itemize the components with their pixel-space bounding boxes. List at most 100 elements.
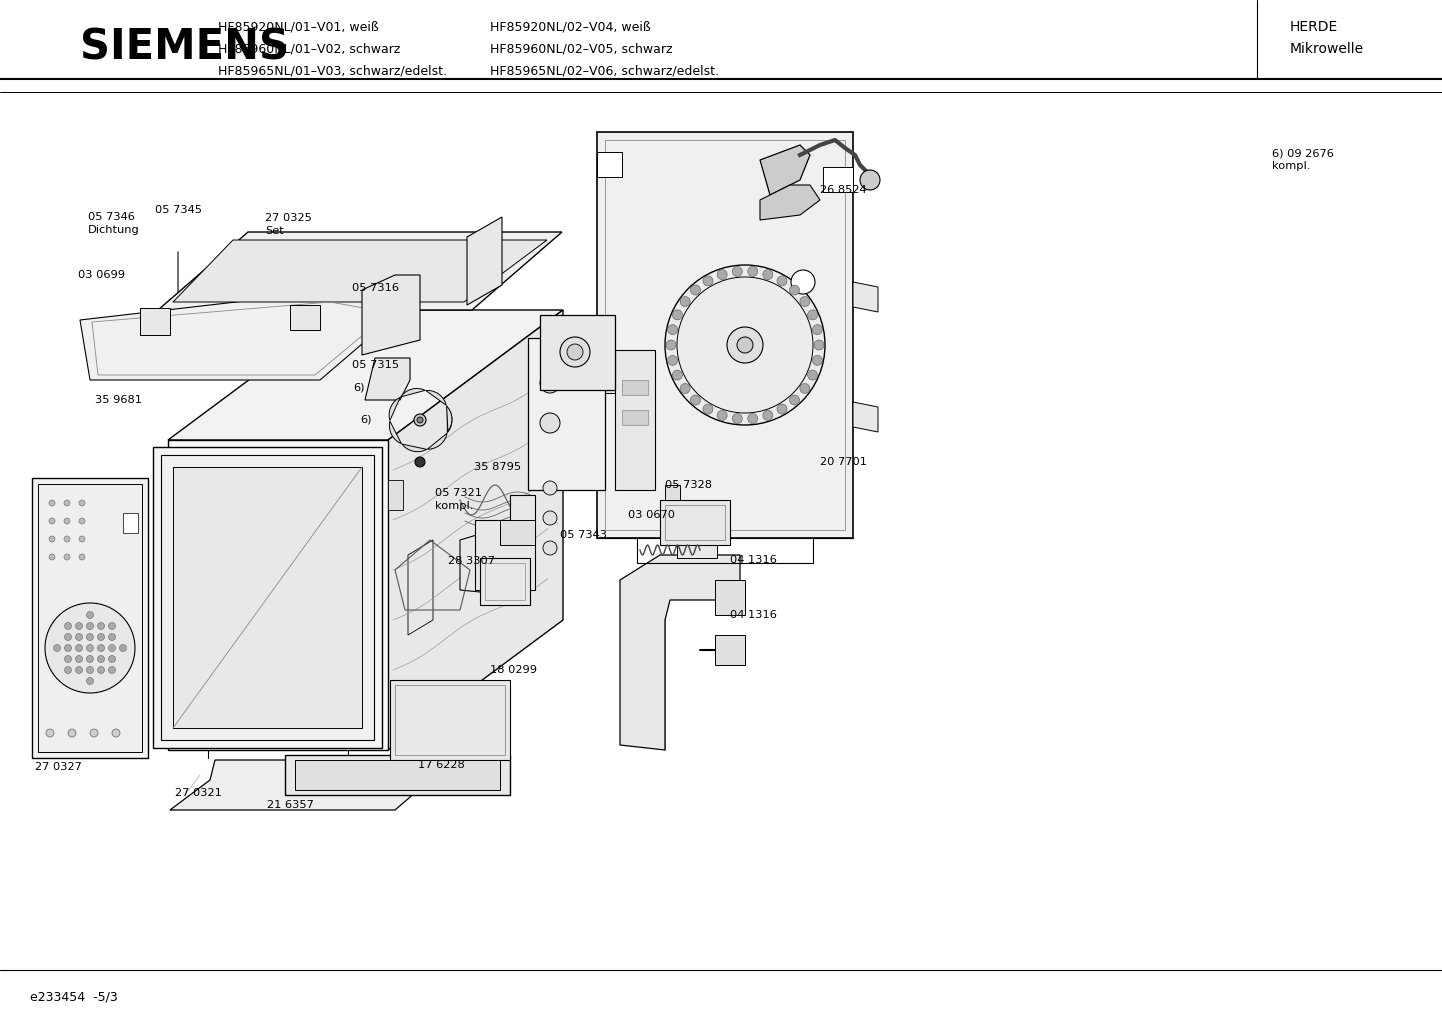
Polygon shape xyxy=(153,447,382,748)
Text: e233454  -5/3: e233454 -5/3 xyxy=(30,990,118,1003)
Circle shape xyxy=(544,511,557,525)
Text: 05 7315: 05 7315 xyxy=(352,360,399,370)
Circle shape xyxy=(65,666,72,674)
Polygon shape xyxy=(622,410,647,425)
Circle shape xyxy=(63,500,71,506)
Text: 27 0321: 27 0321 xyxy=(174,788,222,798)
Text: 21 6357: 21 6357 xyxy=(267,800,314,810)
Polygon shape xyxy=(173,240,547,302)
Circle shape xyxy=(748,414,757,424)
Circle shape xyxy=(309,623,313,628)
Circle shape xyxy=(87,611,94,619)
Circle shape xyxy=(668,325,678,334)
Polygon shape xyxy=(474,495,535,590)
Circle shape xyxy=(324,623,330,628)
Circle shape xyxy=(812,356,822,366)
Polygon shape xyxy=(622,380,647,395)
Text: 6): 6) xyxy=(353,382,365,392)
Circle shape xyxy=(324,631,330,636)
Text: 20 7701: 20 7701 xyxy=(820,457,867,467)
Polygon shape xyxy=(173,467,362,728)
Circle shape xyxy=(75,644,82,651)
Text: 05 7345: 05 7345 xyxy=(154,205,202,215)
Circle shape xyxy=(808,370,818,380)
Circle shape xyxy=(324,639,330,644)
Circle shape xyxy=(763,270,773,279)
Circle shape xyxy=(68,729,76,737)
Circle shape xyxy=(808,310,818,320)
Circle shape xyxy=(859,170,880,190)
Circle shape xyxy=(75,623,82,630)
Circle shape xyxy=(98,644,104,651)
Polygon shape xyxy=(620,555,740,750)
Circle shape xyxy=(75,666,82,674)
Text: 05 7328: 05 7328 xyxy=(665,480,712,490)
Text: 35 8795: 35 8795 xyxy=(474,462,521,472)
Circle shape xyxy=(300,646,306,651)
Polygon shape xyxy=(140,308,170,335)
Circle shape xyxy=(417,417,423,423)
Polygon shape xyxy=(539,315,614,390)
Circle shape xyxy=(108,623,115,630)
Circle shape xyxy=(316,639,322,644)
Text: HF85920NL/02–V04, weiß: HF85920NL/02–V04, weiß xyxy=(490,20,650,33)
Polygon shape xyxy=(389,397,401,421)
Circle shape xyxy=(812,325,822,334)
Circle shape xyxy=(681,297,691,307)
Circle shape xyxy=(316,623,322,628)
Text: 27 0327: 27 0327 xyxy=(35,762,82,772)
Circle shape xyxy=(717,411,727,421)
Circle shape xyxy=(49,500,55,506)
Circle shape xyxy=(672,370,682,380)
Text: HF85960NL/01–V02, schwarz: HF85960NL/01–V02, schwarz xyxy=(218,42,401,55)
Polygon shape xyxy=(362,275,420,355)
Polygon shape xyxy=(169,310,562,440)
Circle shape xyxy=(46,729,53,737)
Circle shape xyxy=(316,631,322,636)
Circle shape xyxy=(415,457,425,467)
Polygon shape xyxy=(388,310,562,750)
Text: 04 1316: 04 1316 xyxy=(730,610,777,620)
Circle shape xyxy=(112,729,120,737)
Circle shape xyxy=(733,414,743,424)
Circle shape xyxy=(544,481,557,495)
Polygon shape xyxy=(467,217,502,305)
Circle shape xyxy=(49,536,55,542)
Circle shape xyxy=(800,383,810,393)
Circle shape xyxy=(98,623,104,630)
Circle shape xyxy=(49,518,55,524)
Polygon shape xyxy=(389,421,401,443)
Polygon shape xyxy=(162,455,373,740)
Circle shape xyxy=(316,646,322,651)
Text: 18 0299: 18 0299 xyxy=(490,665,536,675)
Circle shape xyxy=(79,554,85,560)
Text: HERDE: HERDE xyxy=(1291,20,1338,34)
Polygon shape xyxy=(183,455,373,735)
Circle shape xyxy=(691,285,701,296)
Circle shape xyxy=(539,413,559,433)
Circle shape xyxy=(63,518,71,524)
Polygon shape xyxy=(597,152,622,177)
Circle shape xyxy=(324,646,330,651)
Polygon shape xyxy=(480,558,531,605)
Text: SIEMENS: SIEMENS xyxy=(79,26,288,68)
Circle shape xyxy=(65,634,72,641)
Polygon shape xyxy=(365,358,410,400)
Polygon shape xyxy=(665,485,681,500)
Circle shape xyxy=(704,405,712,414)
Polygon shape xyxy=(32,478,149,758)
Circle shape xyxy=(53,644,61,651)
Circle shape xyxy=(539,373,559,393)
Polygon shape xyxy=(159,232,562,310)
Circle shape xyxy=(717,270,727,279)
Polygon shape xyxy=(760,145,810,195)
Text: 03 0670: 03 0670 xyxy=(629,510,675,520)
Text: HF85965NL/02–V06, schwarz/edelst.: HF85965NL/02–V06, schwarz/edelst. xyxy=(490,64,720,77)
Circle shape xyxy=(668,356,678,366)
Circle shape xyxy=(665,265,825,425)
Circle shape xyxy=(777,405,787,414)
Circle shape xyxy=(790,285,799,296)
Circle shape xyxy=(75,634,82,641)
Text: 28 3307: 28 3307 xyxy=(448,556,495,566)
Circle shape xyxy=(79,518,85,524)
